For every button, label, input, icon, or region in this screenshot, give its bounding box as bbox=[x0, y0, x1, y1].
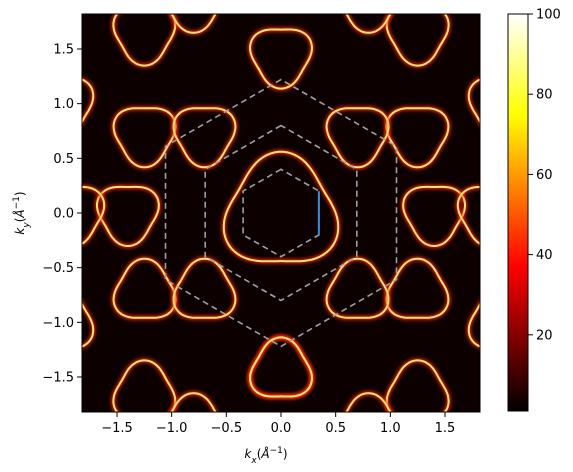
colorbar-tick-label: 40 bbox=[536, 248, 553, 263]
x-tick-label: −0.5 bbox=[211, 421, 243, 436]
colorbar-gradient bbox=[508, 14, 528, 411]
colorbar-ticks: 20 40 60 80 100 bbox=[528, 8, 561, 344]
x-tick-label: 1.0 bbox=[380, 421, 401, 436]
y-tick-label: −0.5 bbox=[42, 261, 74, 276]
y-tick-label: −1.5 bbox=[42, 371, 74, 386]
colorbar: 20 40 60 80 100 bbox=[508, 8, 561, 412]
heatmap-background bbox=[82, 14, 480, 412]
y-tick-label: 0.0 bbox=[53, 207, 74, 222]
y-label-unit: Å bbox=[12, 209, 27, 218]
colorbar-tick-label: 100 bbox=[536, 8, 561, 23]
plot-area bbox=[31, 0, 530, 452]
y-tick-label: 1.5 bbox=[53, 42, 74, 57]
colorbar-tick-label: 20 bbox=[536, 328, 553, 343]
y-tick-label: 0.5 bbox=[53, 152, 74, 167]
y-axis-ticks: −1.5 −1.0 −0.5 0.0 0.5 1.0 1.5 bbox=[42, 42, 82, 385]
y-tick-label: −1.0 bbox=[42, 316, 74, 331]
x-label-unit: Å bbox=[260, 446, 269, 461]
x-tick-label: −1.5 bbox=[101, 421, 133, 436]
x-tick-label: 0.0 bbox=[271, 421, 292, 436]
y-axis-label: ky(Å−1) bbox=[12, 191, 32, 234]
colorbar-tick-label: 60 bbox=[536, 168, 553, 183]
colorbar-tick-label: 80 bbox=[536, 88, 553, 103]
x-tick-label: 0.5 bbox=[325, 421, 346, 436]
y-tick-label: 1.0 bbox=[53, 97, 74, 112]
x-tick-label: −1.0 bbox=[156, 421, 188, 436]
x-axis-label: kx(Å−1) bbox=[244, 446, 287, 466]
x-label-unit-exp: −1 bbox=[270, 446, 283, 456]
y-label-unit-exp: −1 bbox=[12, 196, 22, 209]
x-tick-label: 1.5 bbox=[435, 421, 456, 436]
x-axis-ticks: −1.5 −1.0 −0.5 0.0 0.5 1.0 1.5 bbox=[101, 412, 455, 436]
